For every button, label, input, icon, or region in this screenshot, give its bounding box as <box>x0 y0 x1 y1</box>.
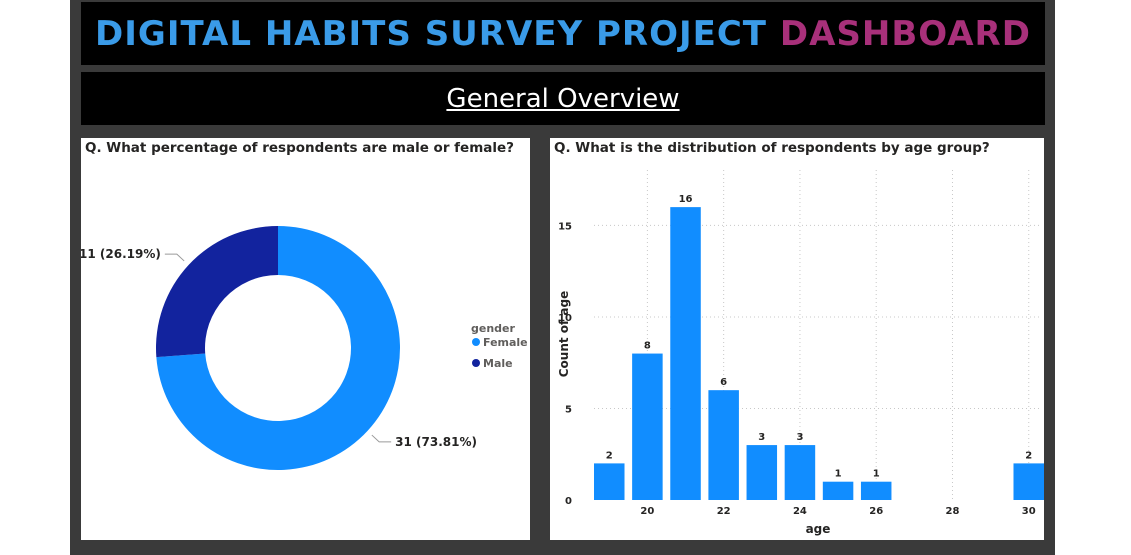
leader-line-male <box>164 253 185 262</box>
bar-age-25[interactable] <box>822 481 854 500</box>
bar-data-label-22: 6 <box>720 377 727 388</box>
legend-item-male[interactable]: Male <box>472 357 513 370</box>
legend-item-female[interactable]: Female <box>472 336 528 349</box>
y-tick-label-0: 0 <box>565 496 572 507</box>
title-part-2: DASHBOARD <box>779 13 1031 54</box>
x-tick-label-28: 28 <box>946 506 960 517</box>
dashboard-frame: DIGITAL HABITS SURVEY PROJECT DASHBOARD … <box>70 0 1055 555</box>
y-tick-label-5: 5 <box>565 404 572 415</box>
x-axis-label: age <box>806 522 831 536</box>
dashboard-title: DIGITAL HABITS SURVEY PROJECT DASHBOARD <box>95 14 1031 54</box>
bar-age-20[interactable] <box>632 353 663 500</box>
slice-male[interactable] <box>156 226 278 358</box>
bar-age-21[interactable] <box>670 207 701 500</box>
age-chart-panel[interactable]: Q. What is the distribution of responden… <box>550 138 1044 540</box>
bar-age-22[interactable] <box>708 390 739 500</box>
bar-data-label-24: 3 <box>796 432 803 443</box>
legend-title: gender <box>471 322 516 335</box>
gender-chart-panel[interactable]: Q. What percentage of respondents are ma… <box>81 138 530 540</box>
bar-data-label-19: 2 <box>606 450 613 461</box>
bar-age-24[interactable] <box>784 445 816 500</box>
bar-age-30[interactable] <box>1013 463 1044 500</box>
legend-label-male: Male <box>483 357 513 370</box>
bar-age-19[interactable] <box>594 463 625 500</box>
gender-chart-title: Q. What percentage of respondents are ma… <box>85 140 515 156</box>
age-chart-title: Q. What is the distribution of responden… <box>554 140 990 156</box>
x-tick-label-30: 30 <box>1022 506 1036 517</box>
gender-donut-chart[interactable]: 31 (73.81%) 11 (26.19%) gender Female Male <box>81 138 530 540</box>
bar-data-label-25: 1 <box>835 469 842 480</box>
legend-dot-male <box>472 359 480 367</box>
section-title: General Overview <box>446 83 680 114</box>
y-tick-label-15: 15 <box>558 221 572 232</box>
data-label-female: 31 (73.81%) <box>395 435 477 449</box>
x-tick-label-24: 24 <box>793 506 807 517</box>
bar-data-label-23: 3 <box>758 432 765 443</box>
bar-data-label-20: 8 <box>644 341 651 352</box>
legend-label-female: Female <box>483 336 528 349</box>
bar-age-26[interactable] <box>860 481 892 500</box>
bar-data-label-26: 1 <box>873 469 880 480</box>
title-part-1: DIGITAL HABITS SURVEY PROJECT <box>95 13 780 54</box>
slice-female[interactable] <box>156 226 400 471</box>
subtitle-bar: General Overview <box>81 72 1045 125</box>
bar-data-label-21: 16 <box>679 194 693 205</box>
x-tick-label-20: 20 <box>640 506 654 517</box>
legend-dot-female <box>472 338 480 346</box>
leader-line-female <box>371 434 392 443</box>
bar-data-label-30: 2 <box>1025 450 1032 461</box>
title-bar: DIGITAL HABITS SURVEY PROJECT DASHBOARD <box>81 2 1045 65</box>
x-tick-label-26: 26 <box>869 506 883 517</box>
x-tick-label-22: 22 <box>717 506 731 517</box>
data-label-male: 11 (26.19%) <box>81 247 161 261</box>
y-tick-label-10: 10 <box>558 313 572 324</box>
bar-age-23[interactable] <box>746 445 778 500</box>
y-axis-label: Count of age <box>557 291 571 378</box>
